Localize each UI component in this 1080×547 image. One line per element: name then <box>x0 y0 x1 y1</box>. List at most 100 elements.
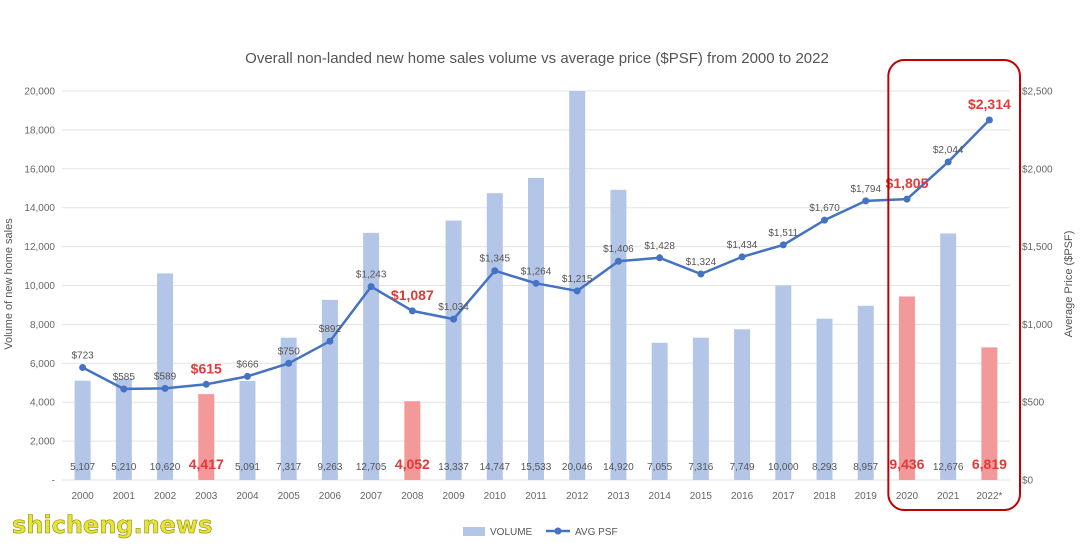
y-axis-label-left: Volume of new home sales <box>3 218 15 350</box>
price-value-label: $1,794 <box>850 184 881 195</box>
y-tick-right: $500 <box>1022 398 1045 409</box>
y-tick-left: 12,000 <box>24 242 55 253</box>
bar-value-label: 15,533 <box>521 462 552 473</box>
avg-psf-point-2016 <box>738 253 746 261</box>
y-tick-right: $1,000 <box>1022 320 1053 331</box>
bar-value-label: 12,676 <box>933 462 964 473</box>
price-value-label: $585 <box>113 372 136 383</box>
y-tick-left: - <box>52 476 55 487</box>
price-value-label: $1,670 <box>809 203 840 214</box>
y-tick-left: 4,000 <box>30 398 55 409</box>
avg-psf-point-2020 <box>903 195 911 203</box>
x-tick: 2011 <box>525 491 547 502</box>
highlight-box-frame <box>887 59 1022 511</box>
watermark: shicheng.news <box>12 511 212 539</box>
bar-value-label: 5,210 <box>111 462 136 473</box>
bar-2019 <box>857 305 874 480</box>
bar-2010 <box>486 193 503 481</box>
x-tick: 2019 <box>855 491 878 502</box>
price-value-label: $1,215 <box>562 274 593 285</box>
bar-2002 <box>157 273 174 480</box>
bar-2015 <box>692 337 709 480</box>
y-axis-label-right: Average Price ($PSF) <box>1063 231 1075 338</box>
bar-value-label: 7,317 <box>276 462 301 473</box>
x-tick: 2017 <box>772 491 795 502</box>
line-series <box>79 116 993 393</box>
price-value-label: $1,511 <box>768 228 798 239</box>
y-tick-right: $0 <box>1022 476 1034 487</box>
y-tick-left: 2,000 <box>30 437 55 448</box>
bar-value-label: 5,091 <box>235 462 260 473</box>
bar-2009 <box>445 220 462 481</box>
avg-psf-point-2022* <box>985 116 993 124</box>
avg-psf-point-2013 <box>614 257 622 265</box>
price-value-label: $1,805 <box>886 175 929 191</box>
bar-value-label: 4,052 <box>395 456 430 472</box>
avg-psf-point-2018 <box>821 216 829 224</box>
x-tick: 2000 <box>71 491 94 502</box>
x-tick: 2005 <box>278 491 301 502</box>
price-value-label: $1,264 <box>521 266 552 277</box>
bar-value-label: 8,293 <box>812 462 837 473</box>
x-tick: 2014 <box>649 491 672 502</box>
line-value-labels: $723 $585 $589 $615 $666 $750 $892 $1,243 $1,087… <box>71 96 1011 383</box>
price-value-label: $1,406 <box>603 244 634 255</box>
chart-title: Overall non-landed new home sales volume… <box>245 50 829 67</box>
bar-value-label: 10,000 <box>768 462 799 473</box>
avg-psf-point-2017 <box>779 241 787 249</box>
x-tick: 2003 <box>195 491 218 502</box>
bar-2022* <box>981 347 998 480</box>
avg-psf-point-2012 <box>573 287 581 295</box>
y-tick-right: $2,000 <box>1022 164 1053 175</box>
x-tick: 2012 <box>566 491 589 502</box>
bar-value-label: 13,337 <box>438 462 469 473</box>
price-value-label: $750 <box>278 346 301 357</box>
bar-2018 <box>816 318 833 480</box>
bar-value-label: 7,316 <box>688 462 713 473</box>
avg-psf-point-2015 <box>697 270 705 278</box>
bar-value-labels: 5,107 5,210 10,620 4,417 5,091 7,317 9,263 12,7… <box>70 456 1007 473</box>
bar-2014 <box>651 342 668 480</box>
avg-psf-point-2004 <box>243 372 251 380</box>
x-tick: 2013 <box>607 491 630 502</box>
avg-psf-point-2006 <box>326 337 334 345</box>
bar-2016 <box>734 329 751 480</box>
x-tick: 2009 <box>442 491 465 502</box>
bar-2021 <box>940 233 957 480</box>
x-tick: 2001 <box>113 491 136 502</box>
price-value-label: $1,345 <box>479 254 510 265</box>
legend-label-avg-psf: AVG PSF <box>575 527 618 538</box>
legend: VOLUME AVG PSF <box>463 527 618 538</box>
x-tick: 2004 <box>236 491 259 502</box>
bars <box>74 91 998 481</box>
price-value-label: $1,087 <box>391 287 434 303</box>
x-tick: 2016 <box>731 491 754 502</box>
bar-2013 <box>610 189 627 480</box>
avg-psf-point-2021 <box>944 158 952 166</box>
bar-2003 <box>198 394 215 480</box>
y-tick-right: $1,500 <box>1022 242 1053 253</box>
y-tick-left: 20,000 <box>24 87 55 98</box>
bar-value-label: 20,046 <box>562 462 593 473</box>
y-tick-right: $2,500 <box>1022 87 1053 98</box>
y-tick-left: 8,000 <box>30 320 55 331</box>
bar-2005 <box>280 337 297 480</box>
x-tick: 2015 <box>690 491 713 502</box>
avg-psf-point-2009 <box>450 315 458 323</box>
bar-2012 <box>569 91 586 480</box>
legend-marker-avg-psf <box>554 527 562 535</box>
price-value-label: $1,428 <box>644 241 675 252</box>
right-axis-ticks: $0 $500 $1,000 $1,500 $2,000 $2,500 <box>1022 87 1053 487</box>
price-value-label: $666 <box>236 359 259 370</box>
bar-2007 <box>363 232 380 480</box>
x-tick: 2007 <box>360 491 383 502</box>
price-value-label: $615 <box>191 360 222 376</box>
legend-swatch-volume <box>463 527 485 536</box>
x-tick: 2002 <box>154 491 177 502</box>
price-value-label: $2,314 <box>968 96 1011 112</box>
avg-psf-point-2010 <box>491 267 499 275</box>
x-axis-ticks: 2000 2001 2002 2003 2004 2005 2006 2007 2008 2009… <box>71 491 1002 502</box>
bar-value-label: 9,436 <box>889 456 924 472</box>
y-tick-left: 14,000 <box>24 203 55 214</box>
